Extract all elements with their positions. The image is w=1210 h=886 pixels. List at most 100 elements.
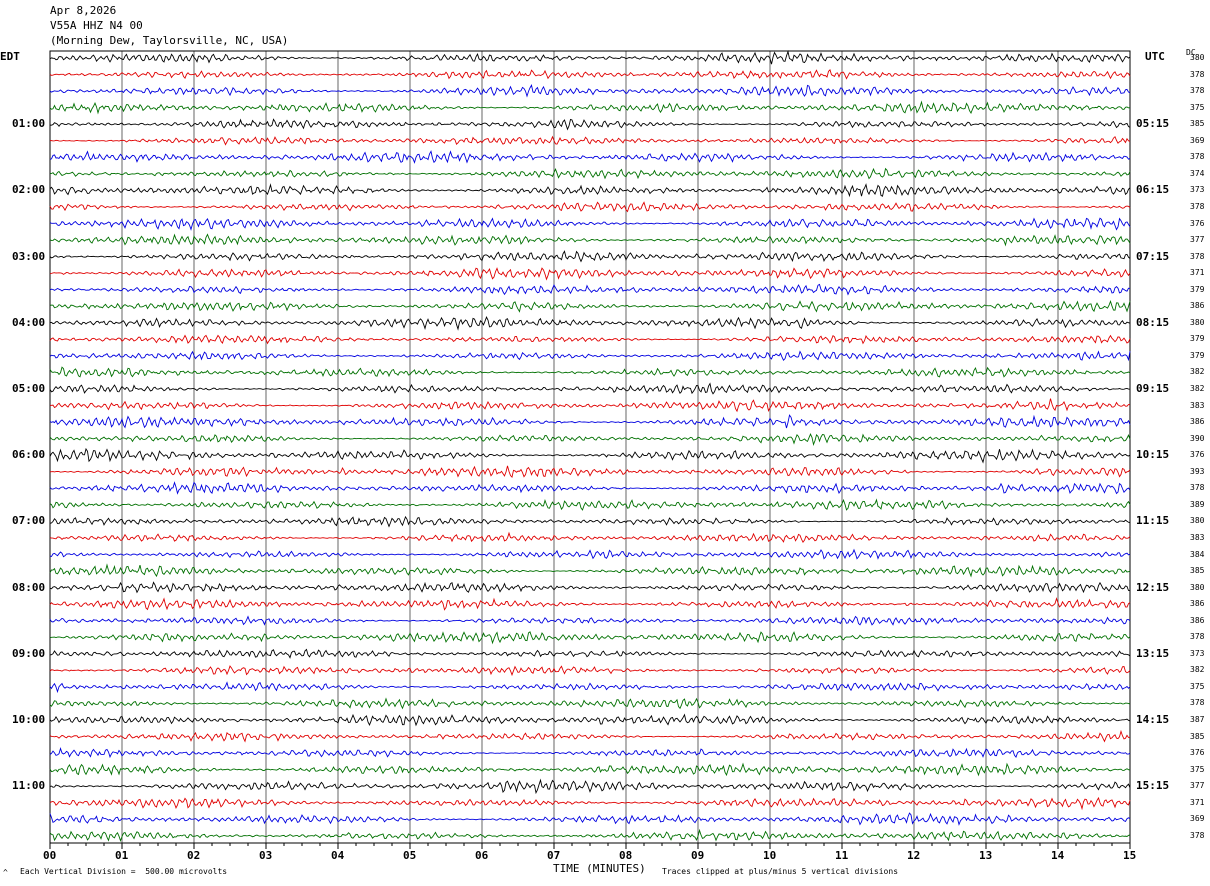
seismic-trace [49,135,1131,146]
dc-offset-value: 386 [1190,615,1205,625]
x-axis-title: TIME (MINUTES) [553,862,646,875]
seismic-trace [49,167,1131,180]
seismic-trace [49,398,1131,413]
dc-offset-header: DC [1186,48,1196,57]
dc-offset-value: 386 [1190,417,1205,427]
dc-offset-value: 380 [1190,53,1205,62]
dc-offset-value: 378 [1190,152,1205,162]
corner-mark: ^ [3,868,8,877]
dc-offset-value: 378 [1190,251,1205,261]
left-hour-label: 07:00 [12,514,46,528]
seismic-trace [49,100,1131,115]
right-hour-label: 15:15 [1136,779,1170,793]
x-tick-label: 02 [187,849,201,862]
dc-offset-value: 382 [1190,665,1205,675]
right-hour-label: 14:15 [1136,713,1170,726]
dc-offset-value: 375 [1190,681,1205,691]
dc-offset-value: 380 [1190,582,1205,592]
left-hour-label: 02:00 [12,183,46,197]
dc-offset-value: 373 [1190,648,1205,658]
seismic-trace [49,68,1131,80]
x-tick-label: 13 [979,849,993,862]
seismic-trace [49,366,1131,378]
x-tick-label: 09 [691,849,705,862]
seismic-trace [49,762,1131,777]
seismic-trace [49,350,1131,362]
x-tick-label: 05 [403,849,417,862]
seismic-trace [49,414,1131,429]
left-hour-label: 06:00 [12,448,46,462]
dc-offset-value: 377 [1190,235,1205,245]
dc-offset-value: 376 [1190,450,1205,460]
x-tick-label: 07 [547,849,561,862]
seismic-trace [49,118,1131,131]
right-hour-label: 13:15 [1136,646,1170,660]
scale-note: Each Vertical Division = 500.00 microvol… [20,867,228,876]
seismic-trace [49,828,1131,843]
dc-offset-value: 385 [1190,566,1205,576]
plot-grid [49,50,1131,849]
x-tick-label: 06 [475,849,489,862]
x-tick-label: 10 [763,849,777,862]
x-tick-label: 03 [259,849,273,862]
dc-offset-value: 385 [1190,119,1205,129]
seismic-trace [49,447,1131,464]
seismic-trace [49,481,1131,495]
right-hour-label: 08:15 [1136,315,1170,329]
seismic-trace [49,515,1131,528]
seismic-trace [49,233,1131,247]
left-hour-label: 08:00 [12,580,46,594]
plot-date: Apr 8,2026 [50,4,117,17]
right-hour-label: 12:15 [1136,580,1170,594]
left-hour-label: 04:00 [12,315,46,329]
station-location: (Morning Dew, Taylorsville, NC, USA) [50,34,289,47]
seismic-trace [49,697,1131,710]
right-hour-label: 07:15 [1136,249,1170,263]
seismic-trace [49,334,1131,345]
right-hour-label: 09:15 [1136,382,1170,395]
dc-offset-value: 389 [1190,499,1205,509]
dc-offset-value: 378 [1190,69,1205,79]
seismic-trace [49,150,1131,164]
left-hour-label: 03:00 [12,249,46,263]
dc-offset-value: 378 [1190,483,1205,493]
seismic-trace [49,299,1131,313]
dc-offset-value: 379 [1190,284,1205,294]
left-hour-label: 11:00 [12,779,46,793]
seismic-trace [49,648,1131,659]
seismic-trace [49,217,1131,231]
dc-offset-value: 376 [1190,748,1205,758]
dc-offset-value: 379 [1190,350,1205,360]
dc-offset-value: 383 [1190,532,1205,542]
dc-offset-value: 375 [1190,764,1205,774]
dc-offset-value: 378 [1190,830,1205,840]
seismic-trace [49,283,1131,296]
dc-offset-value: 371 [1190,797,1205,807]
seismic-trace [49,183,1131,198]
dc-offset-value: 369 [1190,814,1205,824]
plot-frame [49,50,1131,844]
seismic-trace [49,498,1131,511]
dc-offset-value: 385 [1190,731,1205,741]
seismogram-traces [49,49,1131,843]
dc-offset-value: 378 [1190,632,1205,642]
dc-offset-value: 382 [1190,367,1205,377]
x-tick-label: 08 [619,849,633,862]
dc-offset-value: 386 [1190,599,1205,609]
seismic-trace [49,747,1131,759]
dc-offset-value: 377 [1190,781,1205,791]
seismic-trace [49,49,1131,65]
right-timezone-label: UTC [1145,50,1165,63]
seismic-trace [49,631,1131,645]
dc-offset-value: 374 [1190,168,1205,178]
seismic-trace [49,581,1131,594]
dc-offset-value: 384 [1190,549,1205,559]
seismic-trace [49,778,1131,795]
dc-offset-value: 380 [1190,516,1205,526]
dc-offset-value: 371 [1190,268,1205,278]
dc-offset-value: 390 [1190,433,1205,443]
right-hour-label: 11:15 [1136,514,1170,528]
seismic-trace [49,681,1131,694]
seismic-trace [49,531,1131,544]
seismic-trace [49,250,1131,263]
